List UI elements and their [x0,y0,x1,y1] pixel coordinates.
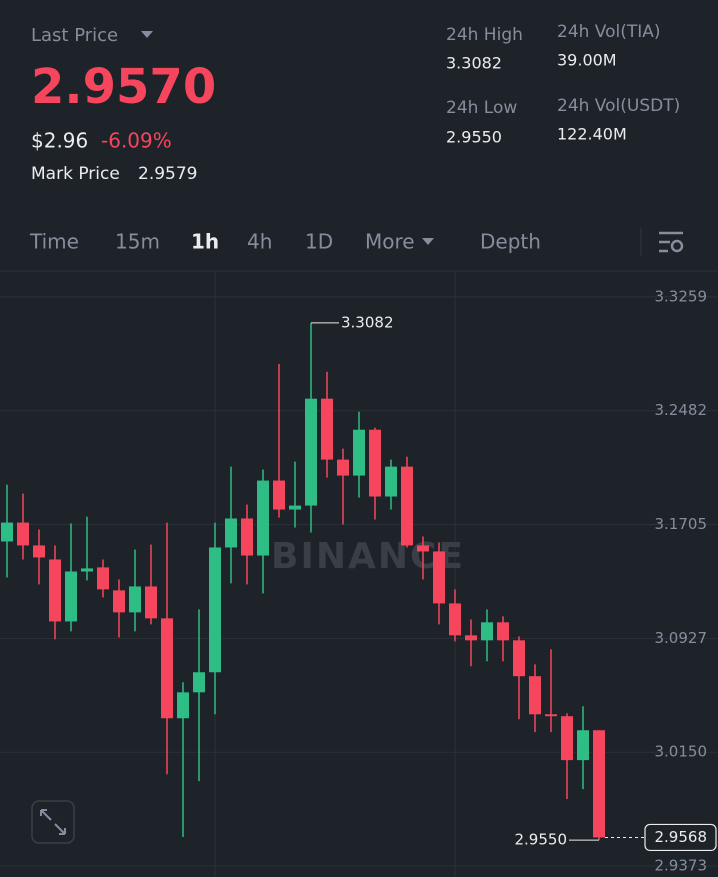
expand-button[interactable] [31,800,75,844]
y-tick-label: 3.0150 [655,743,708,761]
candle-body [385,466,397,497]
low-marker-label: 2.9550 [515,831,568,849]
candle-body [529,676,541,715]
y-tick-label: 2.9373 [655,857,708,875]
candle-body [17,522,29,546]
last-price-label: Last Price [31,25,118,46]
candle-body [465,635,477,641]
candle-body [289,505,301,510]
stat-value: 39.00M [557,51,617,70]
candle-body [161,618,173,719]
y-tick-label: 3.2482 [655,401,708,419]
usd-price: $2.96 [31,129,88,153]
high-marker-label: 3.3082 [341,313,394,331]
dropdown-caret[interactable] [141,31,153,38]
candle-body [369,429,381,497]
stat-label: 24h Low [446,98,517,118]
candle-body [49,559,61,622]
stat-label: 24h High [446,25,523,45]
mark-price: 2.9579 [138,164,197,184]
candle-body [577,730,589,761]
settings-icon[interactable] [659,231,684,253]
candle-body [113,590,125,613]
candle-body [1,522,13,542]
stat-label: 24h Vol(USDT) [557,96,680,116]
tab[interactable]: 15m [115,230,160,254]
candle-body [209,547,221,673]
watermark: BINANCE [271,536,465,577]
candle-body [593,730,605,838]
candle-body [337,459,349,476]
stat-label: 24h Vol(TIA) [557,22,661,42]
stat-value: 122.40M [557,125,627,144]
tab[interactable]: Time [29,230,79,254]
y-tick-label: 3.1705 [655,515,708,533]
candle-body [545,714,557,717]
price-change: -6.09% [101,129,172,153]
y-tick-label: 3.0927 [655,629,708,647]
candle-body [225,518,237,548]
y-tick-label: 3.3259 [655,287,708,305]
candle-body [353,429,365,476]
candle-body [481,622,493,641]
candle-body [513,640,525,677]
candle-body [561,716,573,761]
stat-value: 2.9550 [446,128,502,147]
expand-icon [40,809,66,835]
candle-body [145,586,157,619]
more-caret[interactable] [422,238,434,245]
tab[interactable]: 1D [305,230,333,254]
current-price-label: 2.9568 [655,828,708,846]
candle-body [257,480,269,556]
stat-value: 3.3082 [446,54,502,73]
candle-body [193,672,205,693]
candle-body [97,567,109,590]
tab[interactable]: Depth [480,230,541,254]
candle-body [65,571,77,622]
last-price: 2.9570 [31,59,216,115]
current-price-box [644,823,717,852]
candle-body [81,568,93,572]
candle-body [449,603,461,636]
candles [0,296,718,867]
tab-bar: Time 15m 1h 4h 1D More Depth [29,230,541,254]
candle-body [305,398,317,506]
candle-body [129,586,141,613]
candle-body [241,518,253,556]
candle-body [177,692,189,719]
candle-body [33,545,45,558]
candle-body [433,551,445,604]
tab[interactable]: 1h [191,230,219,254]
tab[interactable]: 4h [247,230,272,254]
tab[interactable]: More [365,230,415,254]
candle-body [273,480,285,510]
mark-price-label: Mark Price [31,164,120,184]
candle-body [401,466,413,546]
candle-body [321,398,333,460]
candle-body [497,622,509,641]
candle-body [417,545,429,552]
